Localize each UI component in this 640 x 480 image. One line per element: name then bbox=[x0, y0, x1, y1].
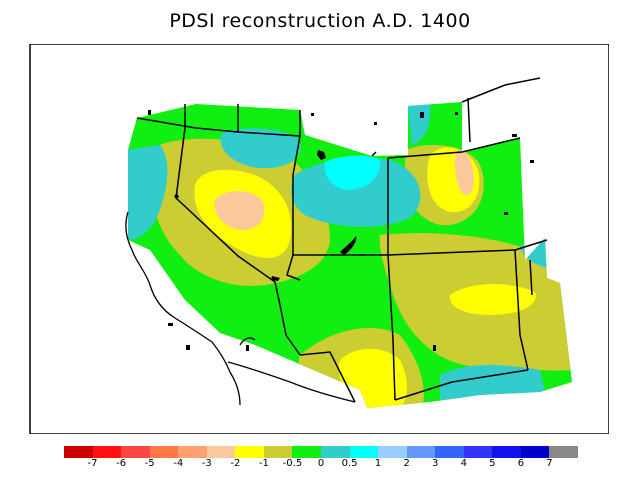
lake-marks bbox=[148, 110, 534, 351]
colorbar-label: 3 bbox=[432, 458, 439, 469]
colorbar-label: 2 bbox=[403, 458, 410, 469]
island-mark bbox=[168, 323, 173, 326]
colorbar-swatch bbox=[206, 446, 236, 458]
field-teal-southeast bbox=[440, 365, 545, 400]
map-title: PDSI reconstruction A.D. 1400 bbox=[169, 10, 471, 32]
colorbar-swatch bbox=[435, 446, 465, 458]
island-mark bbox=[420, 112, 424, 118]
colorbar-swatch bbox=[349, 446, 379, 458]
field-teal-idaho bbox=[220, 128, 301, 169]
field-cyan-wyoming bbox=[324, 155, 381, 190]
colorbar-label: -5 bbox=[144, 458, 155, 469]
lake-tahoe bbox=[174, 193, 179, 199]
colorbar-swatch bbox=[549, 446, 579, 458]
colorbar-swatch bbox=[492, 446, 522, 458]
colorbar-label: 7 bbox=[546, 458, 553, 469]
island-mark bbox=[246, 345, 249, 351]
field-yellow-nm bbox=[449, 284, 536, 315]
colorbar-label: -7 bbox=[87, 458, 98, 469]
colorbar-swatch bbox=[235, 446, 265, 458]
island-mark bbox=[433, 345, 436, 351]
colorbar-label: -4 bbox=[173, 458, 184, 469]
island-mark bbox=[455, 112, 458, 115]
colorbar-swatch bbox=[64, 446, 93, 458]
colorbar-label: 5 bbox=[489, 458, 496, 469]
map-frame bbox=[29, 44, 609, 434]
colorbar-swatch bbox=[292, 446, 322, 458]
island-mark bbox=[374, 122, 377, 125]
colorbar-label: 0 bbox=[317, 458, 325, 469]
colorbar-label: -2 bbox=[230, 458, 241, 469]
lake-mead bbox=[271, 276, 280, 281]
colorbar-label: -0.5 bbox=[282, 458, 303, 469]
great-salt-lake bbox=[340, 236, 357, 255]
field-teal-northeast bbox=[408, 104, 431, 145]
island-mark bbox=[148, 110, 151, 115]
field-teal-oregon bbox=[128, 145, 168, 240]
island-mark bbox=[311, 113, 314, 116]
colorbar-label: 0.5 bbox=[341, 458, 358, 469]
island-mark bbox=[504, 212, 508, 215]
colorbar-label: -6 bbox=[116, 458, 127, 469]
colorbar-swatch bbox=[149, 446, 179, 458]
colorbar-label: -1 bbox=[258, 458, 269, 469]
island-mark bbox=[530, 160, 534, 163]
colorbar-swatch bbox=[92, 446, 122, 458]
colorbar-swatch bbox=[121, 446, 151, 458]
colorbar-swatch bbox=[463, 446, 493, 458]
colorbar-label: 6 bbox=[517, 458, 525, 469]
colorbar-swatch bbox=[263, 446, 293, 458]
colorbar-swatch bbox=[378, 446, 408, 458]
colorbar bbox=[64, 446, 579, 458]
coastlines bbox=[125, 211, 356, 406]
colorbar-swatch bbox=[520, 446, 550, 458]
colorbar-swatch bbox=[406, 446, 436, 458]
colorbar-label: -3 bbox=[201, 458, 212, 469]
colorbar-labels: -7 -6 -5 -4 -3 -2 -1 -0.5 0 0.5 1 2 3 4 5 6 7 bbox=[0, 458, 640, 474]
colorbar-swatch bbox=[178, 446, 208, 458]
island-mark bbox=[186, 345, 190, 350]
colorbar-label: 1 bbox=[374, 458, 382, 469]
yellowstone-lake bbox=[317, 150, 326, 160]
island-mark bbox=[512, 134, 517, 137]
field-orange-nevada bbox=[214, 191, 265, 230]
field-orange-east bbox=[454, 149, 474, 196]
colorbar-label: 4 bbox=[460, 458, 467, 469]
colorbar-swatch bbox=[321, 446, 350, 458]
